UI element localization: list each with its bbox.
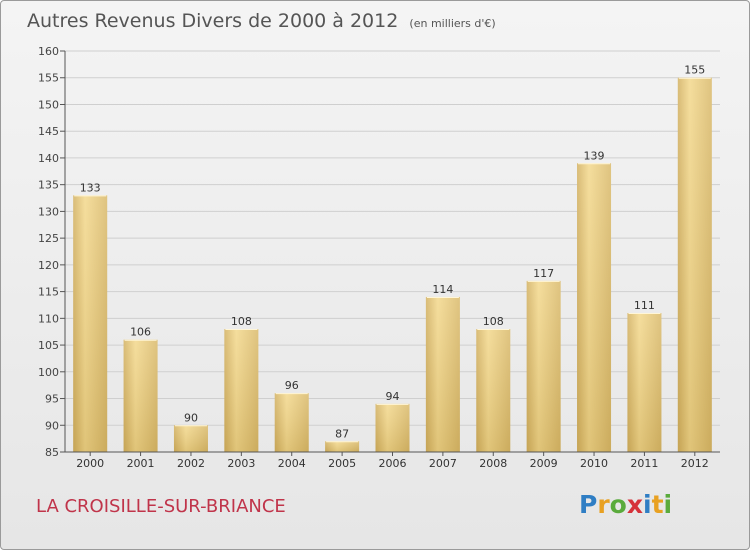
x-tick-label: 2002: [177, 457, 205, 470]
data-label: 117: [533, 267, 554, 280]
bar-shade: [375, 403, 410, 452]
logo-letter: x: [626, 490, 643, 519]
proxiti-logo[interactable]: Proxiti: [579, 490, 672, 519]
x-tick-label: 2009: [530, 457, 558, 470]
bar-shade: [476, 329, 511, 452]
x-tick-label: 2001: [127, 457, 155, 470]
y-tick-label: 85: [45, 446, 59, 459]
y-tick-label: 135: [38, 179, 59, 192]
x-tick-label: 2007: [429, 457, 457, 470]
data-label: 133: [80, 181, 101, 194]
bar-shade: [224, 329, 259, 452]
bar-shade: [526, 280, 561, 452]
data-label: 108: [483, 315, 504, 328]
logo-letter: P: [579, 490, 598, 519]
data-label: 90: [184, 411, 198, 424]
logo-letter: o: [609, 490, 627, 519]
data-label: 106: [130, 326, 151, 339]
data-label: 139: [584, 149, 605, 162]
data-label: 111: [634, 299, 655, 312]
x-tick-label: 2008: [479, 457, 507, 470]
x-tick-label: 2004: [278, 457, 306, 470]
y-tick-label: 125: [38, 232, 59, 245]
chart-title: Autres Revenus Divers de 2000 à 2012: [27, 10, 399, 32]
commune-name: LA CROISILLE-SUR-BRIANCE: [36, 496, 286, 517]
y-tick-label: 155: [38, 72, 59, 85]
y-tick-label: 110: [38, 312, 59, 325]
bar-shade: [73, 195, 108, 453]
bar-shade: [123, 339, 158, 452]
x-axis: 2000 2001 2002 2003 2004 2005 2006 2007 2008 2009…: [65, 451, 720, 470]
y-tick-label: 145: [38, 125, 59, 138]
data-label: 87: [335, 427, 349, 440]
y-tick-label: 150: [38, 98, 59, 111]
logo-letter: i: [663, 490, 673, 519]
data-label: 155: [684, 64, 705, 77]
y-tick-label: 105: [38, 339, 59, 352]
y-tick-label: 140: [38, 152, 59, 165]
y-tick-label: 130: [38, 205, 59, 218]
x-tick-label: 2012: [681, 457, 709, 470]
y-tick-label: 115: [38, 286, 59, 299]
title-block: Autres Revenus Divers de 2000 à 2012 (en…: [27, 10, 496, 32]
y-tick-label: 120: [38, 259, 59, 272]
logo-letter: r: [597, 490, 610, 519]
x-tick-label: 2011: [630, 457, 658, 470]
bar-shade: [325, 441, 360, 452]
x-tick-label: 2010: [580, 457, 608, 470]
bar-shade: [577, 163, 612, 452]
x-tick-label: 2005: [328, 457, 356, 470]
data-label: 94: [386, 390, 400, 403]
x-tick-label: 2003: [227, 457, 255, 470]
bars: 133 106 90 108 96 87 94 114 108 117 139 111 155: [73, 64, 712, 453]
bar-shade: [425, 296, 460, 452]
bar-shade: [627, 312, 662, 452]
y-tick-label: 90: [45, 419, 59, 432]
bar-shade: [677, 77, 712, 452]
data-label: 96: [285, 379, 299, 392]
x-tick-label: 2006: [379, 457, 407, 470]
y-axis: 85 90 95 100 105 110 115 120 125 130 135 140 145 150 1…: [38, 45, 66, 459]
chart-subtitle: (en milliers d'€): [409, 17, 496, 30]
data-label: 114: [432, 283, 453, 296]
logo-letter: t: [651, 490, 664, 519]
y-tick-label: 100: [38, 366, 59, 379]
bar-shade: [274, 393, 309, 452]
data-label: 108: [231, 315, 252, 328]
logo-letter: i: [643, 490, 652, 519]
bar-shade: [173, 425, 208, 452]
y-tick-label: 160: [38, 45, 59, 58]
x-tick-label: 2000: [76, 457, 104, 470]
y-tick-label: 95: [45, 393, 59, 406]
